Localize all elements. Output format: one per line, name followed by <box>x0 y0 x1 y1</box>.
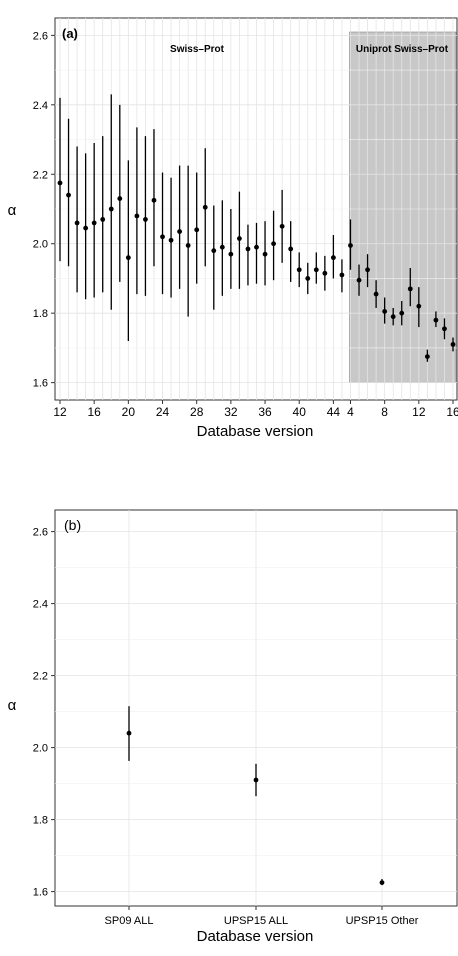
panel-a: (a) Swiss–Prot Uniprot Swiss–Prot 1.6 1.8… <box>8 17 458 440</box>
data-point <box>168 237 174 243</box>
x-tick-label: 40 <box>293 405 307 419</box>
data-point <box>83 225 89 231</box>
data-point <box>57 180 63 186</box>
panel-b: (b) 1.6 1.8 2.0 2.2 2.4 2.6 SP09 ALL UPSP15 AL… <box>8 509 458 945</box>
data-point <box>416 303 422 309</box>
data-point <box>211 248 217 254</box>
x-tick-label: 20 <box>122 405 136 419</box>
data-point <box>279 223 285 229</box>
x-tick-label: 4 <box>347 405 354 419</box>
y-tick-label: 2.0 <box>33 743 48 755</box>
data-point <box>245 246 251 252</box>
panel-a-label: (a) <box>62 26 78 41</box>
shaded-region-uniprot <box>349 31 457 383</box>
x-tick-label: 8 <box>381 405 388 419</box>
data-point <box>143 217 148 222</box>
y-tick-label: 1.8 <box>33 815 48 827</box>
data-point <box>151 197 157 203</box>
region-label-swissprot: Swiss–Prot <box>170 44 225 55</box>
data-point <box>322 270 328 276</box>
data-point <box>356 277 362 283</box>
data-point <box>185 243 191 248</box>
y-tick-label: 1.6 <box>33 378 48 390</box>
data-point <box>271 241 276 247</box>
x-tick-label: UPSP15 Other <box>346 915 419 927</box>
data-point <box>219 244 225 250</box>
data-point <box>194 227 200 233</box>
y-tick-label: 2.6 <box>33 30 48 42</box>
panel-a-x-axis-title: Database version <box>197 423 314 440</box>
panel-a-y-axis-title: α <box>8 202 17 219</box>
data-point <box>399 310 405 316</box>
x-tick-label: 12 <box>412 405 426 419</box>
data-point <box>253 777 259 783</box>
data-point <box>424 354 430 359</box>
data-point <box>288 246 294 252</box>
x-tick-label: 16 <box>446 405 458 419</box>
y-tick-label: 2.6 <box>33 527 48 539</box>
data-point <box>373 291 379 297</box>
data-point <box>177 229 183 234</box>
panel-b-label: (b) <box>64 517 81 533</box>
data-point <box>237 236 242 241</box>
x-tick-label: 28 <box>190 405 204 419</box>
y-tick-label: 1.8 <box>33 308 48 320</box>
data-point <box>348 243 353 248</box>
data-point <box>108 206 114 212</box>
data-point <box>407 286 413 292</box>
y-tick-label: 2.2 <box>33 169 48 181</box>
data-point <box>262 251 268 257</box>
data-point <box>254 244 259 250</box>
x-tick-label: 16 <box>87 405 101 419</box>
data-point <box>305 276 311 281</box>
data-point <box>125 255 131 261</box>
data-point <box>160 234 165 240</box>
data-point <box>330 255 336 261</box>
data-point <box>296 267 302 273</box>
data-point <box>365 267 370 273</box>
data-point <box>442 326 447 332</box>
data-point <box>379 880 385 885</box>
panel-b-y-axis-title: α <box>8 697 17 714</box>
y-tick-label: 2.4 <box>33 100 48 112</box>
data-point <box>339 272 345 278</box>
data-point <box>313 267 319 273</box>
y-tick-label: 1.6 <box>33 887 48 899</box>
panel-b-x-axis-title: Database version <box>197 928 314 945</box>
data-point <box>382 309 388 314</box>
y-tick-label: 2.0 <box>33 239 48 251</box>
x-tick-label: UPSP15 ALL <box>224 915 288 927</box>
data-point <box>117 196 123 201</box>
data-point <box>74 220 80 226</box>
x-tick-label: 44 <box>327 405 341 419</box>
x-tick-label: 36 <box>258 405 272 419</box>
data-point <box>202 204 208 210</box>
data-point <box>390 314 396 320</box>
data-point <box>134 213 140 219</box>
data-point <box>66 192 71 198</box>
region-label-uniprot: Uniprot Swiss–Prot <box>356 44 449 55</box>
x-tick-label: 24 <box>156 405 170 419</box>
x-tick-label: 12 <box>53 405 67 419</box>
data-point <box>228 251 234 257</box>
y-tick-label: 2.2 <box>33 671 48 683</box>
data-point <box>450 342 456 347</box>
data-point <box>100 217 106 222</box>
y-tick-label: 2.4 <box>33 599 48 611</box>
x-tick-label: 32 <box>224 405 238 419</box>
data-point <box>126 730 132 736</box>
data-point <box>433 317 439 323</box>
x-tick-label: SP09 ALL <box>105 915 154 927</box>
data-point <box>91 220 97 226</box>
